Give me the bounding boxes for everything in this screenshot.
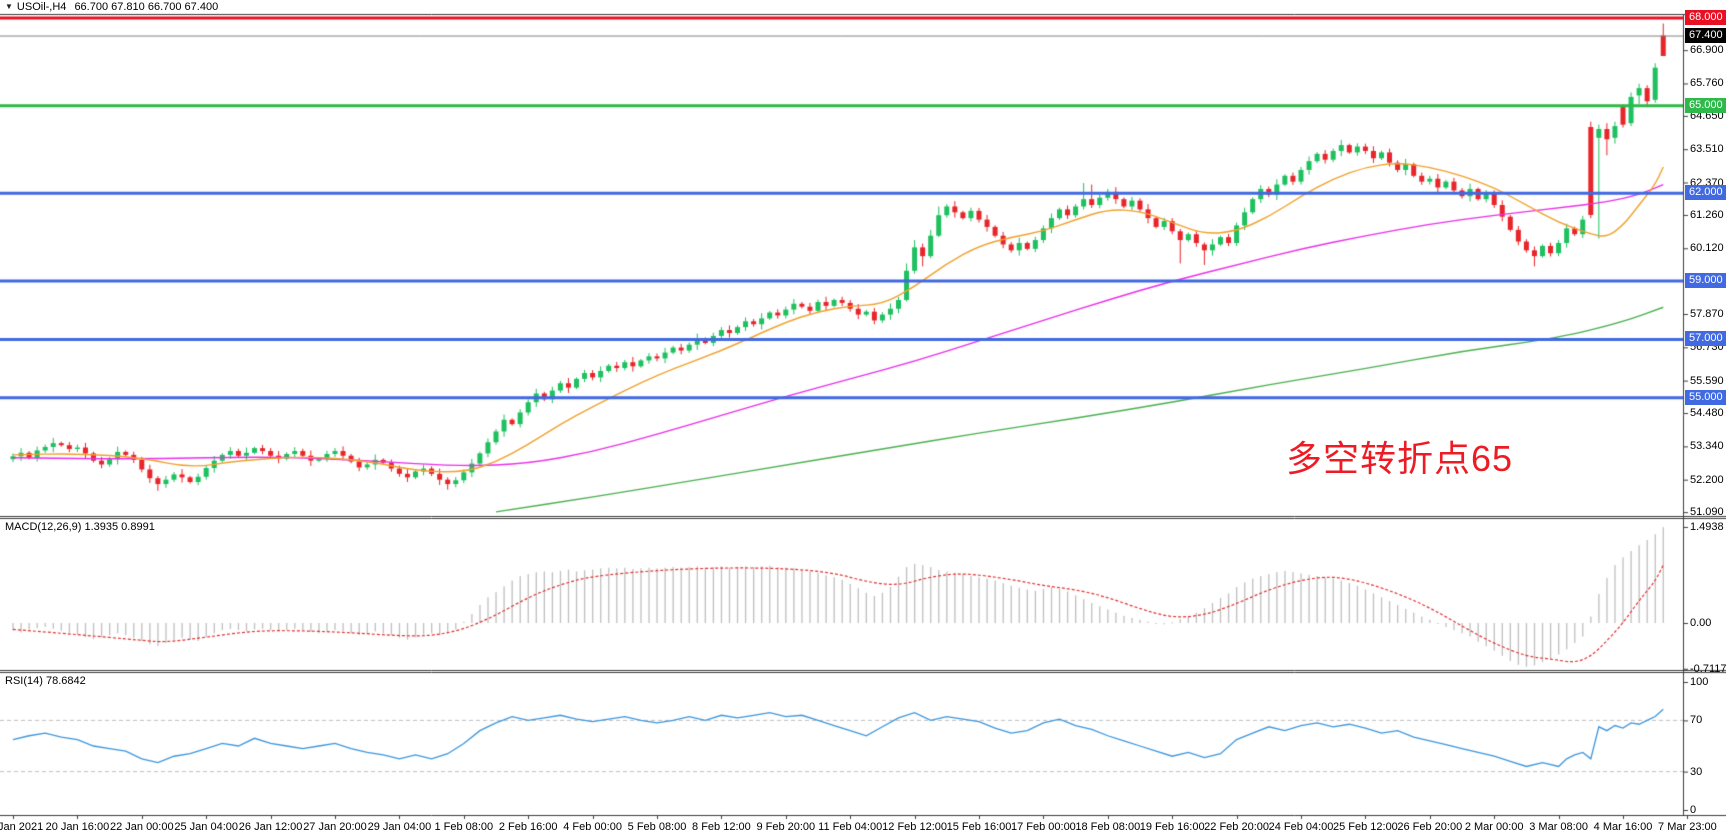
- ohlc-readout: 66.700 67.810 66.700 67.400: [74, 1, 219, 13]
- symbol-dropdown-icon: ▼: [5, 2, 13, 11]
- price-level-label: 59.000: [1685, 272, 1726, 288]
- time-axis-label: 11 Feb 04:00: [818, 821, 883, 833]
- time-axis-label: 18 Feb 08:00: [1075, 821, 1141, 833]
- time-axis-label: 2 Mar 00:00: [1464, 821, 1524, 833]
- time-axis-label: 3 Mar 08:00: [1529, 821, 1588, 833]
- chart-text-annotation: 多空转折点65: [1286, 438, 1514, 479]
- time-axis-label: 12 Feb 12:00: [882, 821, 948, 833]
- time-axis-label: 25 Feb 12:00: [1332, 821, 1398, 833]
- time-axis-label: 24 Feb 04:00: [1268, 821, 1334, 833]
- price-level-label: 62.000: [1685, 185, 1726, 201]
- time-axis-label: 1 Feb 08:00: [434, 821, 494, 833]
- time-axis-label: 22 Feb 20:00: [1204, 821, 1270, 833]
- time-axis-label: 7 Mar 23:00: [1658, 821, 1717, 833]
- time-axis-label: 15 Feb 16:00: [946, 821, 1012, 833]
- price-axis-label: 64.650: [1690, 109, 1724, 122]
- time-axis-label: 19 Jan 2021: [0, 821, 44, 833]
- price-axis-label: 65.760: [1690, 77, 1724, 90]
- price-axis-label: 63.510: [1690, 143, 1724, 156]
- rsi-indicator-label: RSI(14) 78.6842: [5, 675, 86, 687]
- price-axis-label: 51.090: [1690, 506, 1724, 519]
- price-axis-label: 53.340: [1690, 440, 1724, 453]
- rsi-axis-label: 0: [1690, 804, 1697, 816]
- time-axis-label: 4 Mar 16:00: [1593, 821, 1653, 833]
- time-axis-label: 2 Feb 16:00: [498, 821, 558, 833]
- macd-axis-label: 0.00: [1690, 617, 1712, 629]
- time-axis-label: 17 Feb 00:00: [1010, 821, 1076, 833]
- rsi-axis-label: 70: [1690, 714, 1703, 727]
- price-axis-label: 52.200: [1690, 473, 1724, 486]
- price-axis-label: 66.900: [1690, 44, 1724, 57]
- time-axis-label: 29 Jan 04:00: [367, 821, 432, 833]
- price-axis-label: 60.120: [1690, 242, 1724, 255]
- macd-axis-label: 1.4938: [1690, 520, 1724, 533]
- price-level-label: 65.000: [1685, 97, 1726, 113]
- macd-axis-label: -0.7117: [1690, 662, 1726, 675]
- price-level-label: 55.000: [1685, 389, 1726, 405]
- time-axis-label: 27 Jan 20:00: [303, 821, 367, 833]
- time-axis-label: 4 Feb 00:00: [563, 821, 622, 833]
- quote-header: ▼ USOil-,H4 66.700 67.810 66.700 67.400: [5, 1, 218, 13]
- price-axis-label: 54.480: [1690, 407, 1724, 420]
- time-axis-label: 20 Jan 16:00: [45, 821, 110, 833]
- time-axis-label: 22 Jan 00:00: [109, 821, 174, 833]
- time-axis-label: 5 Feb 08:00: [627, 821, 687, 833]
- time-axis-label: 8 Feb 12:00: [692, 821, 751, 833]
- current-price-label: 67.400: [1685, 27, 1726, 43]
- price-axis-label: 61.260: [1690, 208, 1724, 221]
- time-axis-label: 9 Feb 20:00: [756, 821, 816, 833]
- price-axis-label: 57.870: [1690, 308, 1724, 320]
- price-level-label: 68.000: [1685, 10, 1726, 25]
- rsi-axis-label: 30: [1690, 765, 1703, 778]
- time-axis-label: 19 Feb 16:00: [1139, 821, 1205, 833]
- price-level-label: 57.000: [1685, 331, 1726, 347]
- time-axis-label: 25 Jan 04:00: [174, 821, 238, 833]
- time-axis-label: 26 Feb 20:00: [1397, 821, 1463, 833]
- time-axis-label: 26 Jan 12:00: [238, 821, 303, 833]
- macd-indicator-label: MACD(12,26,9) 1.3935 0.8991: [5, 521, 155, 533]
- rsi-axis-label: 100: [1690, 676, 1709, 688]
- symbol-timeframe: USOil-,H4: [16, 1, 67, 13]
- price-axis-label: 55.590: [1690, 374, 1724, 387]
